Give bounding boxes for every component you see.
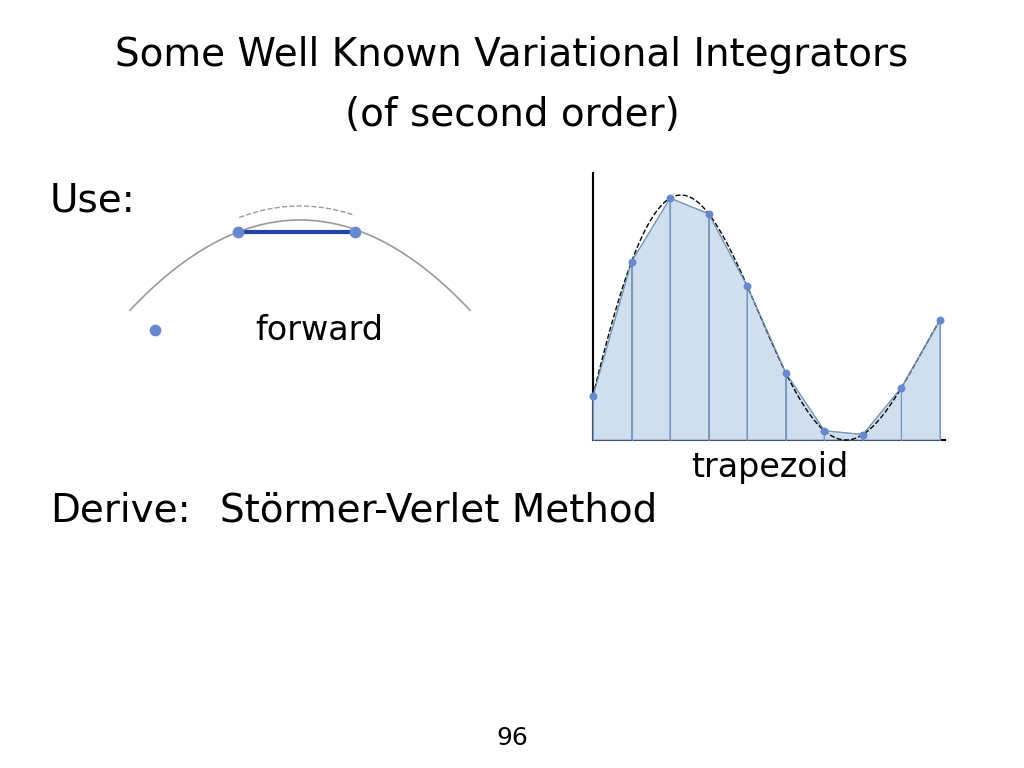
Polygon shape — [632, 198, 670, 440]
Polygon shape — [709, 214, 748, 440]
Point — [585, 389, 601, 402]
Text: (of second order): (of second order) — [345, 96, 679, 134]
Text: Use:: Use: — [50, 181, 136, 219]
Point — [229, 226, 246, 238]
Text: Some Well Known Variational Integrators: Some Well Known Variational Integrators — [116, 36, 908, 74]
Text: forward: forward — [255, 313, 383, 346]
Text: trapezoid: trapezoid — [691, 452, 849, 485]
Point — [855, 429, 871, 441]
Point — [662, 192, 678, 204]
Polygon shape — [785, 372, 824, 440]
Polygon shape — [748, 286, 785, 440]
Point — [932, 314, 948, 326]
Point — [739, 280, 756, 292]
Point — [893, 382, 909, 394]
Point — [700, 207, 717, 220]
Polygon shape — [863, 388, 901, 440]
Polygon shape — [593, 262, 632, 440]
Text: Derive:: Derive: — [50, 491, 190, 529]
Point — [146, 324, 163, 336]
Polygon shape — [901, 320, 940, 440]
Text: Störmer-Verlet Method: Störmer-Verlet Method — [220, 491, 657, 529]
Polygon shape — [670, 198, 709, 440]
Point — [347, 226, 364, 238]
Point — [624, 256, 640, 268]
Polygon shape — [824, 431, 863, 440]
Point — [777, 366, 794, 379]
Point — [816, 425, 833, 437]
Text: 96: 96 — [496, 726, 528, 750]
